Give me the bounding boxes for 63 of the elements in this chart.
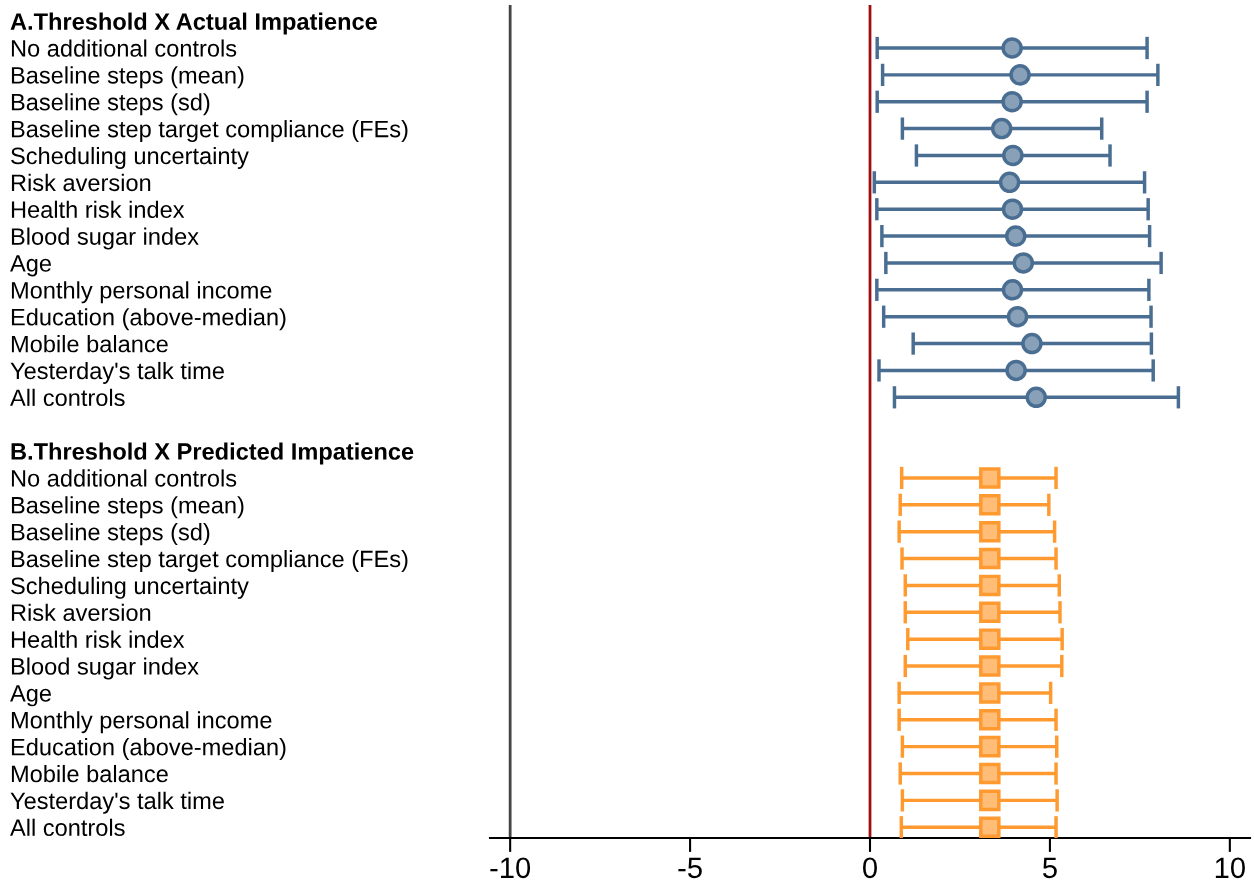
point (979, 789, 1001, 812)
x-tick-label: 10 (1215, 857, 1245, 879)
point (1001, 90, 1023, 113)
y-tick-label: Yesterday's talk time (10, 791, 224, 814)
point (979, 816, 1001, 838)
y-tick-label: Baseline step target compliance (FEs) (11, 120, 408, 143)
x-tick-label: -5 (678, 857, 702, 879)
y-tick-label: Baseline steps (mean) (11, 496, 244, 519)
point (1001, 279, 1024, 301)
y-tick-label: All controls (10, 388, 125, 407)
point (979, 467, 1001, 489)
point (1006, 305, 1029, 328)
point (979, 762, 1001, 785)
y-tick-label: Age (10, 255, 51, 277)
y-tick-label: Baseline steps (sd) (11, 93, 210, 116)
y-tick-label: Risk aversion (11, 603, 151, 622)
y-tick-label: Age (10, 685, 51, 707)
y-tick-label: Mobile balance (11, 335, 168, 353)
x-tick-label: 0 (863, 857, 877, 879)
x-tick-label: 5 (1042, 857, 1057, 879)
y-tick-label: Scheduling uncertainty (11, 146, 249, 169)
y-tick-label: Mobile balance (11, 764, 168, 783)
point (1001, 37, 1023, 59)
point (979, 574, 1001, 597)
point (1001, 198, 1024, 220)
y-tick-label: Monthly personal income (11, 281, 272, 304)
x-tick-label: -10 (490, 857, 531, 879)
y-tick-label: No additional controls (11, 469, 237, 487)
y-tick-label: Blood sugar index (11, 227, 199, 250)
point (979, 682, 1001, 704)
point (979, 547, 1001, 570)
point (979, 655, 1001, 677)
y-tick-label: Monthly personal income (11, 711, 272, 734)
y-tick-label: No additional controls (11, 39, 237, 57)
point (979, 520, 1001, 543)
point (998, 171, 1021, 194)
point (979, 628, 1001, 650)
point (979, 709, 1001, 731)
y-tick-label: Education (above-median) (11, 308, 286, 331)
point (1004, 225, 1027, 247)
y-tick-label: Blood sugar index (11, 657, 199, 680)
y-tick-label: All controls (10, 818, 125, 837)
y-tick-label: Health risk index (11, 200, 185, 219)
y-tick-label: Baseline steps (mean) (11, 66, 244, 89)
y-tick-label: Baseline step target compliance (FEs) (11, 549, 408, 572)
point (1025, 386, 1048, 409)
point (979, 735, 1001, 758)
y-tick-label: Risk aversion (11, 173, 151, 192)
point (1002, 144, 1024, 167)
point (990, 117, 1013, 140)
point (1009, 64, 1031, 86)
point (979, 494, 1001, 516)
y-tick-label: Education (above-median) (11, 738, 286, 761)
y-tick-label: Scheduling uncertainty (11, 576, 249, 599)
point (1012, 252, 1035, 274)
point (979, 601, 1001, 624)
y-tick-label: Health risk index (11, 630, 185, 648)
point (1005, 359, 1027, 382)
point (1021, 332, 1043, 355)
y-tick-label: A.Threshold X Actual Impatience (10, 12, 377, 35)
y-tick-label: Yesterday's talk time (10, 361, 224, 384)
y-tick-label: Baseline steps (sd) (11, 523, 210, 546)
y-tick-label: B.Threshold X Predicted Impatience (11, 442, 414, 465)
